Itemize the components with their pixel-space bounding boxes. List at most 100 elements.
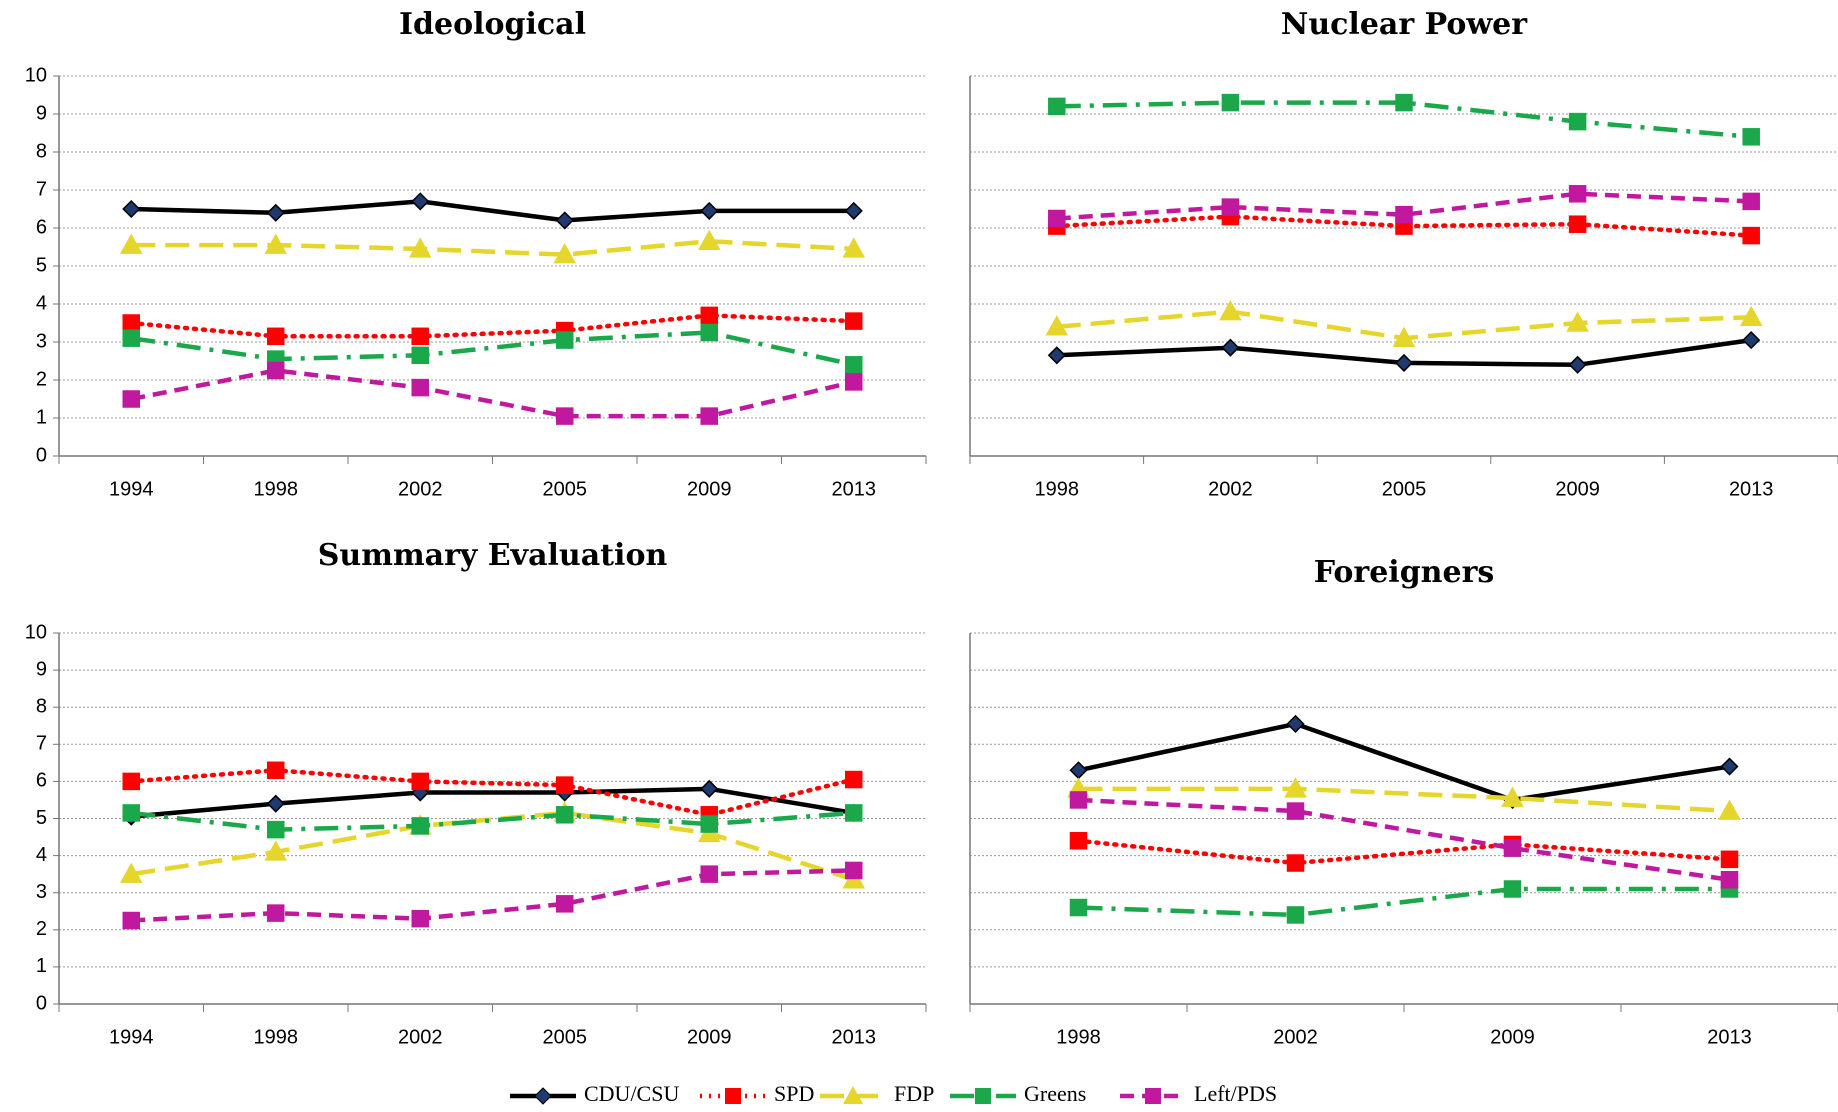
x-tick-label: 1994 <box>109 478 154 500</box>
marker <box>411 817 429 835</box>
legend-label: Left/PDS <box>1194 1081 1277 1106</box>
marker <box>1395 205 1413 224</box>
marker <box>266 203 285 222</box>
series-line <box>130 368 855 419</box>
marker <box>556 776 574 794</box>
marker <box>1742 331 1761 350</box>
x-tick-label: 2005 <box>543 478 588 500</box>
marker <box>1069 791 1088 809</box>
x-tick-label: 2013 <box>832 478 877 500</box>
marker <box>1501 786 1524 807</box>
y-tick-label: 8 <box>36 140 47 162</box>
panel: Nuclear Power 1998 2002 2005 2009 2013 <box>969 7 1838 500</box>
y-tick-label: 10 <box>25 64 47 86</box>
marker <box>845 373 863 391</box>
marker <box>122 911 140 930</box>
marker <box>700 323 718 342</box>
y-tick-label: 4 <box>36 292 47 314</box>
legend: CDU/CSU SPD FDP Greens Left/PDS <box>510 1081 1277 1106</box>
marker <box>1286 714 1305 733</box>
marker <box>1742 192 1760 211</box>
marker <box>700 779 719 798</box>
marker <box>1286 854 1305 872</box>
marker <box>1395 93 1413 112</box>
chart-title: Nuclear Power <box>1281 7 1528 42</box>
x-tick-label: 1998 <box>1035 478 1080 500</box>
series-line <box>1054 214 1754 238</box>
y-tick-label: 9 <box>36 658 47 680</box>
marker <box>1069 832 1088 850</box>
marker <box>845 356 863 374</box>
y-tick-label: 3 <box>36 881 47 903</box>
panel: Ideological 0 1 2 3 4 5 6 7 8 9 10 1994 1998 2002 2005 2… <box>25 7 927 500</box>
x-tick-label: 2005 <box>1382 478 1427 500</box>
y-tick-label: 1 <box>36 406 47 428</box>
legend-label: FDP <box>894 1081 934 1106</box>
marker <box>267 761 285 780</box>
y-tick-label: 9 <box>36 102 47 124</box>
y-tick-label: 8 <box>36 695 47 717</box>
series-line <box>1078 886 1730 918</box>
x-tick-label: 2009 <box>1490 1026 1535 1048</box>
marker <box>408 237 432 258</box>
chart-title: Foreigners <box>1314 555 1495 590</box>
marker <box>1048 97 1066 116</box>
series-line <box>1056 191 1752 221</box>
y-tick-label: 7 <box>36 178 47 200</box>
x-tick-label: 2002 <box>1208 478 1253 500</box>
y-tick-label: 1 <box>36 955 47 977</box>
marker <box>1568 355 1587 374</box>
marker <box>122 329 140 347</box>
x-tick-label: 2002 <box>398 478 443 500</box>
marker <box>1045 315 1069 336</box>
x-tick-label: 2005 <box>543 1026 588 1048</box>
marker <box>1720 757 1739 776</box>
marker <box>1392 326 1416 347</box>
marker <box>1069 898 1088 917</box>
series-line <box>1076 838 1732 866</box>
legend-label: CDU/CSU <box>584 1081 679 1106</box>
legend-label: Greens <box>1024 1081 1086 1106</box>
marker <box>1219 300 1242 321</box>
marker <box>1221 198 1240 216</box>
marker <box>1568 112 1587 131</box>
marker <box>267 327 285 346</box>
marker <box>700 201 719 220</box>
panel: Summary Evaluation 0 1 2 3 4 5 6 7 8 9 10 1994 1998 20… <box>25 538 927 1048</box>
legend-marker <box>1145 1088 1161 1104</box>
marker <box>1568 185 1587 203</box>
marker <box>556 407 574 425</box>
y-tick-label: 3 <box>36 330 47 352</box>
marker <box>1503 880 1522 898</box>
marker <box>267 820 285 839</box>
marker <box>1739 305 1763 327</box>
marker <box>842 237 866 258</box>
legend-label: SPD <box>774 1081 814 1106</box>
marker <box>697 229 721 251</box>
x-tick-label: 2009 <box>687 1026 732 1048</box>
marker <box>411 378 429 397</box>
series-line <box>130 810 854 832</box>
x-tick-label: 2009 <box>1555 478 1600 500</box>
marker <box>1286 906 1305 924</box>
marker <box>556 806 574 824</box>
marker <box>1568 215 1587 233</box>
y-tick-label: 10 <box>25 621 47 643</box>
x-tick-label: 2009 <box>687 478 732 500</box>
marker <box>267 904 285 922</box>
y-tick-label: 2 <box>36 918 47 940</box>
marker <box>122 314 140 332</box>
marker <box>845 861 863 880</box>
marker <box>264 840 288 861</box>
y-tick-label: 4 <box>36 844 47 866</box>
marker <box>122 772 140 791</box>
y-tick-label: 7 <box>36 733 47 755</box>
marker <box>1720 870 1739 889</box>
marker <box>119 233 143 254</box>
marker <box>267 361 285 380</box>
marker <box>700 815 718 833</box>
marker <box>556 331 574 349</box>
marker <box>411 909 429 928</box>
marker <box>122 804 140 822</box>
